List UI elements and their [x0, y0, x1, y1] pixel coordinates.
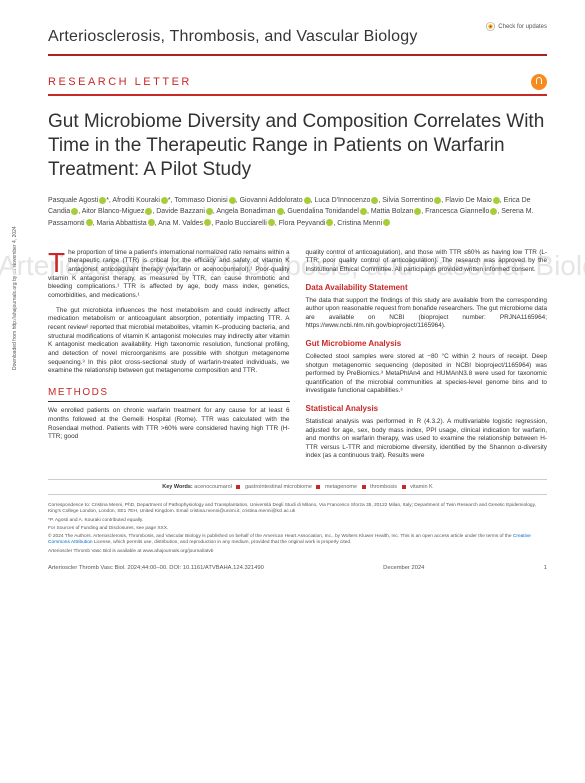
footer-page-number: 1	[544, 565, 547, 571]
check-updates-label: Check for updates	[498, 24, 547, 30]
copyright-note: © 2024 The Authors. Arteriosclerosis, Th…	[48, 534, 547, 546]
open-access-icon	[531, 74, 547, 90]
methods-heading: METHODS	[48, 386, 290, 403]
cc-license-link[interactable]: Creative Commons Attribution	[48, 534, 531, 545]
research-letter-row: RESEARCH LETTER	[48, 74, 547, 96]
separator-icon	[236, 485, 240, 489]
crossmark-icon	[486, 22, 495, 31]
column-left: The proportion of time a patient's inter…	[48, 249, 290, 467]
orcid-icon	[86, 219, 93, 226]
article-title: Gut Microbiome Diversity and Composition…	[48, 110, 547, 181]
orcid-icon	[99, 197, 106, 204]
keywords-label: Key Words:	[162, 484, 192, 490]
keyword: thrombosis	[370, 484, 397, 490]
research-letter-label: RESEARCH LETTER	[48, 76, 192, 88]
orcid-icon	[148, 219, 155, 226]
body-columns: The proportion of time a patient's inter…	[48, 249, 547, 467]
paragraph: Collected stool samples were stored at −…	[306, 353, 548, 396]
footer-date: December 2024	[383, 565, 424, 571]
orcid-icon	[206, 208, 213, 215]
paragraph: Statistical analysis was performed in R …	[306, 418, 548, 461]
keyword: vitamin K	[410, 484, 433, 490]
footer-bar: Arterioscler Thromb Vasc Biol. 2024;44:0…	[48, 565, 547, 571]
orcid-icon	[434, 197, 441, 204]
orcid-icon	[326, 219, 333, 226]
footer-citation: Arterioscler Thromb Vasc Biol. 2024;44:0…	[48, 565, 264, 571]
keywords-box: Key Words: acenocoumarol gastrointestina…	[48, 479, 547, 495]
keyword: gastrointestinal microbiome	[245, 484, 312, 490]
paragraph: We enrolled patients on chronic warfarin…	[48, 407, 290, 442]
dropcap: T	[48, 249, 68, 275]
footnotes: Correspondence to: Cristina Menni, PhD, …	[48, 503, 547, 555]
paragraph: The data that support the findings of th…	[306, 297, 548, 332]
paragraph: The proportion of time a patient's inter…	[48, 249, 290, 301]
paragraph: The gut microbiota influences the host m…	[48, 307, 290, 376]
funding-note: For Sources of Funding and Disclosures, …	[48, 526, 547, 532]
orcid-icon	[204, 219, 211, 226]
keyword: metagenome	[325, 484, 357, 490]
orcid-icon	[414, 208, 421, 215]
online-note: Arterioscler Thromb Vasc Biol is availab…	[48, 549, 547, 555]
check-for-updates[interactable]: Check for updates	[486, 22, 547, 31]
keyword: acenocoumarol	[194, 484, 232, 490]
separator-icon	[316, 485, 320, 489]
orcid-icon	[360, 208, 367, 215]
orcid-icon	[383, 219, 390, 226]
orcid-icon	[229, 197, 236, 204]
correspondence: Correspondence to: Cristina Menni, PhD, …	[48, 503, 547, 515]
orcid-icon	[145, 208, 152, 215]
orcid-icon	[371, 197, 378, 204]
equal-contribution: *P. Agosti and A. Kouraki contributed eq…	[48, 518, 547, 524]
subheading-statistical: Statistical Analysis	[306, 404, 548, 415]
orcid-icon	[304, 197, 311, 204]
orcid-icon	[490, 208, 497, 215]
page-container: Check for updates Arteriosclerosis, Thro…	[0, 0, 585, 581]
orcid-icon	[161, 197, 168, 204]
separator-icon	[402, 485, 406, 489]
orcid-icon	[268, 219, 275, 226]
author-list: Pasquale Agosti*, Afroditi Kouraki*, Tom…	[48, 195, 547, 229]
subheading-gut-microbiome: Gut Microbiome Analysis	[306, 339, 548, 350]
orcid-icon	[71, 208, 78, 215]
separator-icon	[362, 485, 366, 489]
subheading-data-availability: Data Availability Statement	[306, 283, 548, 294]
paragraph: quality control of anticoagulation), and…	[306, 249, 548, 275]
orcid-icon	[493, 197, 500, 204]
orcid-icon	[277, 208, 284, 215]
column-right: quality control of anticoagulation), and…	[306, 249, 548, 467]
journal-title: Arteriosclerosis, Thrombosis, and Vascul…	[48, 28, 547, 56]
